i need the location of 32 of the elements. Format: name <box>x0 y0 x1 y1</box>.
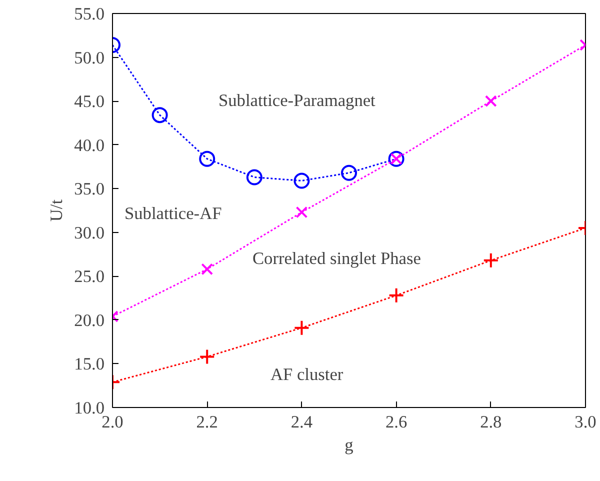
point <box>294 320 310 336</box>
point <box>388 287 404 304</box>
x-tick-label: 3.0 <box>574 412 596 432</box>
annotation: AF cluster <box>270 365 344 384</box>
x-axis-title: g <box>344 436 354 454</box>
x-tick-label: 2.6 <box>385 412 408 432</box>
y-tick-label: 25.0 <box>74 267 105 286</box>
annotation: Sublattice-Paramagnet <box>218 91 376 110</box>
y-tick-label: 50.0 <box>74 48 105 68</box>
y-tick-label: 55.0 <box>74 4 105 24</box>
annotation: Sublattice-AF <box>124 204 222 223</box>
point <box>199 150 216 167</box>
y-tick-label: 35.0 <box>74 180 105 199</box>
point <box>484 95 497 108</box>
x-tick-label: 2.8 <box>480 412 502 432</box>
annotation: Correlated singlet Phase <box>252 249 422 268</box>
point <box>294 172 310 189</box>
y-tick-label: 40.0 <box>74 136 105 155</box>
point <box>199 348 216 365</box>
point <box>201 263 214 276</box>
point <box>296 206 308 218</box>
y-tick-label: 30.0 <box>74 223 105 242</box>
x-tick-label: 2.2 <box>196 412 218 432</box>
point <box>246 169 262 186</box>
y-axis-title: U/t <box>47 199 66 222</box>
point <box>152 107 168 124</box>
point <box>482 252 499 268</box>
point <box>341 164 357 181</box>
y-tick-label: 20.0 <box>74 310 105 330</box>
x-tick-label: 2.4 <box>290 412 313 432</box>
y-tick-label: 45.0 <box>74 92 105 112</box>
y-tick-label: 15.0 <box>74 354 105 374</box>
